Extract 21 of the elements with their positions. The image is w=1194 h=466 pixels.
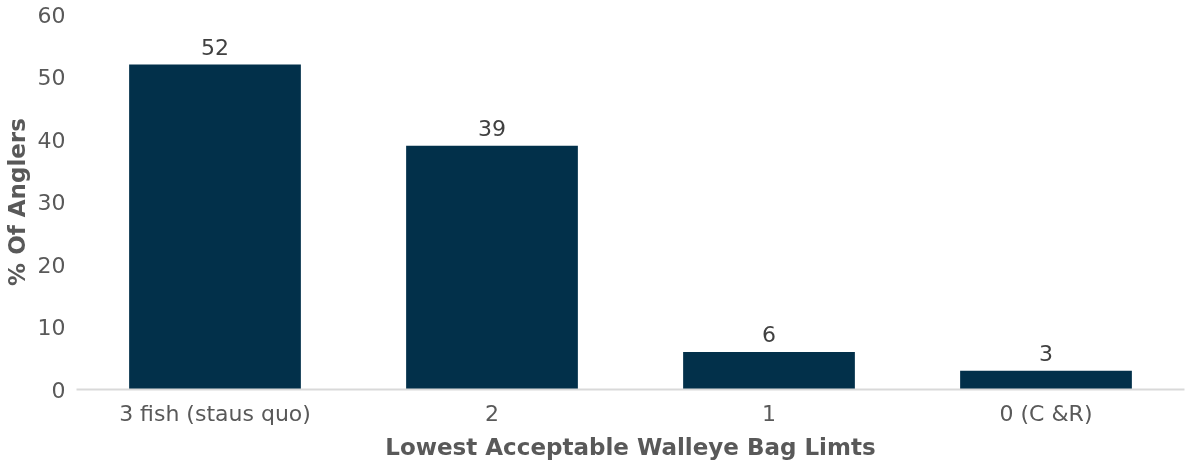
bar [683,352,855,390]
x-tick-label: 0 (C &R) [999,400,1093,426]
y-tick-label: 0 [51,377,66,403]
y-tick-label: 20 [37,252,66,278]
data-label: 52 [201,34,229,60]
y-tick-label: 40 [37,127,66,153]
x-tick-label: 2 [485,400,499,426]
y-tick-label: 10 [37,315,66,340]
data-label: 3 [1039,340,1053,366]
data-label: 39 [478,115,506,141]
bar [960,370,1132,390]
y-tick-label: 30 [37,190,66,215]
x-axis-title: Lowest Acceptable Walleye Bag Limts [385,433,876,460]
x-tick-label: 3 fish (staus quo) [119,400,311,426]
bar [406,145,578,390]
y-axis-title: % Of Anglers [3,118,30,286]
data-label: 6 [762,322,776,347]
y-tick-label: 60 [37,2,66,28]
x-tick-label: 1 [762,400,776,426]
y-tick-label: 50 [37,65,66,90]
bar [129,64,301,390]
